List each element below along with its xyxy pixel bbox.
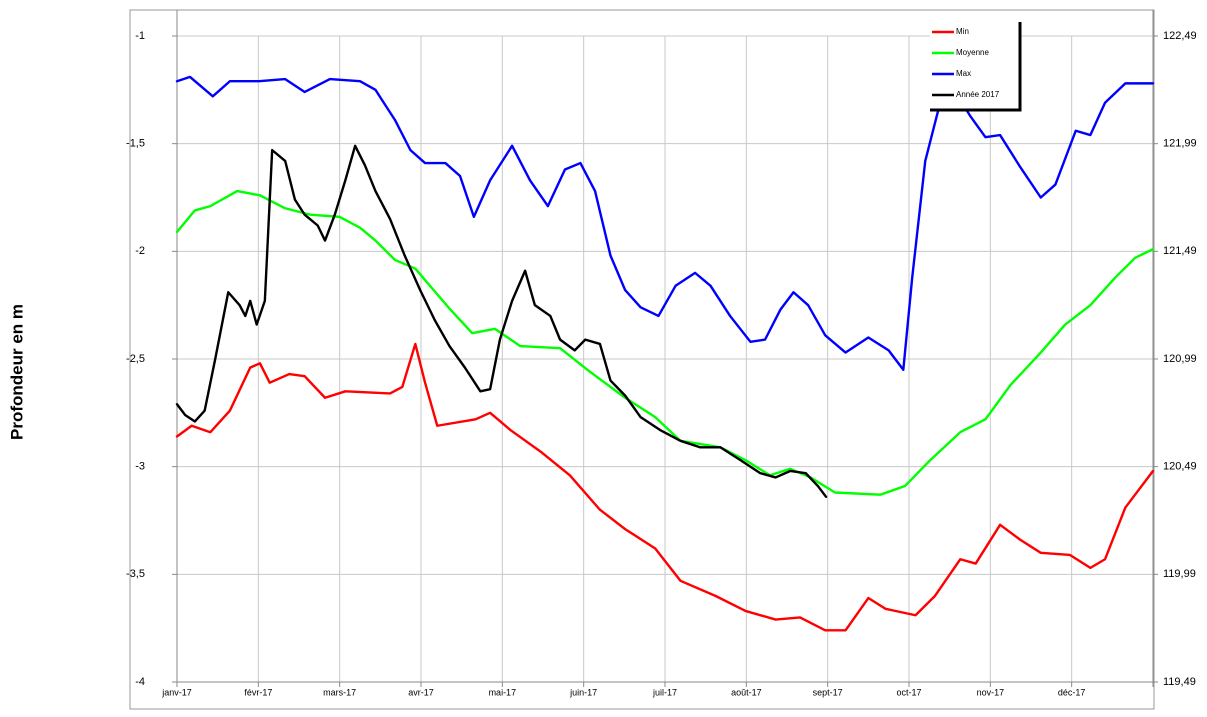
- y2-tick-label: 120,99: [1163, 353, 1197, 365]
- legend-label: Max: [956, 69, 971, 78]
- x-tick-label: janv-17: [161, 687, 192, 697]
- x-tick-label: mars-17: [323, 687, 356, 697]
- y2-tick-label: 122,49: [1163, 30, 1197, 42]
- y2-tick-label: 120,49: [1163, 461, 1197, 473]
- x-tick-label: août-17: [731, 687, 762, 697]
- y2-tick-label: 119,99: [1163, 568, 1196, 580]
- y-tick-label: -3: [135, 461, 145, 473]
- legend-label: Année 2017: [956, 90, 1000, 99]
- legend-shadow: [930, 22, 1022, 112]
- y-tick-label: -2: [135, 245, 145, 257]
- y-tick-label: -3,5: [126, 568, 145, 580]
- y-tick-label: -4: [135, 676, 145, 688]
- data-line: [175, 189, 1155, 496]
- x-tick-label: avr-17: [408, 687, 434, 697]
- y-tick-label: -1,5: [126, 138, 145, 150]
- x-tick-label: oct-17: [896, 687, 921, 697]
- y-axis-label: Profondeur en m: [7, 304, 26, 440]
- x-tick-label: sept-17: [813, 687, 843, 697]
- y2-tick-label: 121,99: [1163, 138, 1197, 150]
- legend-label: Moyenne: [956, 48, 989, 57]
- y-tick-label: -1: [135, 30, 145, 42]
- x-tick-label: févr-17: [244, 687, 272, 697]
- legend-label: Min: [956, 27, 969, 36]
- x-tick-label: mai-17: [489, 687, 517, 697]
- x-tick-label: juil-17: [652, 687, 677, 697]
- x-tick-label: juin-17: [569, 687, 597, 697]
- data-line: [175, 342, 1155, 632]
- y2-tick-label: 119,49: [1163, 676, 1196, 688]
- y-tick-label: -2,5: [126, 353, 145, 365]
- x-tick-label: déc-17: [1058, 687, 1086, 697]
- y2-tick-label: 121,49: [1163, 245, 1197, 257]
- data-line: [175, 144, 828, 499]
- x-tick-label: nov-17: [977, 687, 1005, 697]
- data-line: [175, 75, 1155, 371]
